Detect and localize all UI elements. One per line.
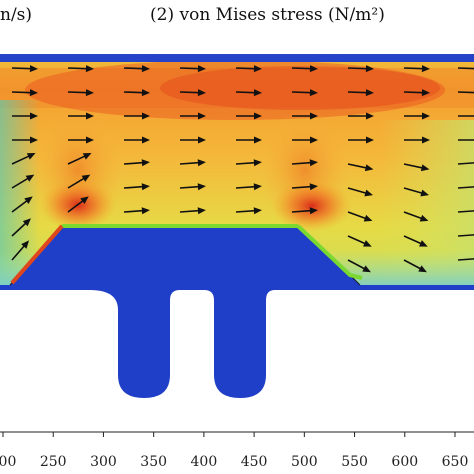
velocity-arrow-glyph xyxy=(124,136,150,144)
velocity-arrow-glyph xyxy=(292,112,318,120)
x-tick-label: 450 xyxy=(241,454,268,470)
velocity-arrow-glyph xyxy=(347,211,373,222)
velocity-arrow-glyph xyxy=(403,235,428,247)
velocity-arrow-glyph xyxy=(403,65,430,73)
velocity-arrow-glyph xyxy=(124,112,150,120)
velocity-arrow-glyph xyxy=(68,112,94,120)
velocity-arrow-glyph xyxy=(179,183,206,191)
velocity-arrow-glyph xyxy=(404,136,430,144)
velocity-arrow-glyph xyxy=(180,112,206,120)
x-tick-label: 250 xyxy=(40,454,67,470)
x-tick-label: 400 xyxy=(191,454,218,470)
velocity-arrow-glyph xyxy=(68,136,94,144)
velocity-arrow-glyph xyxy=(291,207,318,215)
velocity-arrow-glyph xyxy=(458,115,474,117)
velocity-arrow-glyph xyxy=(458,139,474,141)
figure-header: n/s) (2) von Mises stress (N/m²) xyxy=(0,0,474,38)
velocity-arrow-glyph xyxy=(123,159,150,167)
velocity-arrow-glyph xyxy=(347,89,374,97)
velocity-arrow-glyph xyxy=(11,89,38,97)
velocity-arrow-glyph xyxy=(292,136,318,144)
velocity-arrow-glyph xyxy=(179,89,206,97)
x-tick-label: 300 xyxy=(90,454,117,470)
velocity-arrow-glyph xyxy=(403,89,430,97)
velocity-arrow-glyph xyxy=(67,196,89,213)
velocity-arrow-glyph xyxy=(11,240,30,261)
velocity-arrow-glyph xyxy=(347,187,373,197)
velocity-arrow-glyph xyxy=(123,207,150,215)
top-wall xyxy=(0,54,474,62)
velocity-arrow-glyph xyxy=(123,65,150,73)
velocity-arrow-glyph xyxy=(236,112,262,120)
velocity-arrow-glyph xyxy=(235,159,262,167)
velocity-arrow-glyph xyxy=(457,67,474,70)
velocity-arrow-glyph xyxy=(457,233,474,237)
x-tick-label: 600 xyxy=(391,454,418,470)
velocity-arrow-glyph xyxy=(291,65,318,73)
velocity-arrow-glyph xyxy=(347,259,371,273)
x-tick-label: 500 xyxy=(291,454,318,470)
velocity-arrow-glyph xyxy=(67,153,92,165)
velocity-arrow-glyph xyxy=(11,196,33,213)
solid-body xyxy=(0,224,474,398)
velocity-arrow-glyph xyxy=(457,91,474,94)
velocity-arrow-glyph xyxy=(235,207,262,215)
velocity-arrow-glyph xyxy=(236,136,262,144)
velocity-arrow-glyph xyxy=(12,112,38,120)
velocity-arrow-glyph xyxy=(12,136,38,144)
velocity-arrow-glyph xyxy=(457,161,474,165)
figure-title: (2) von Mises stress (N/m²) xyxy=(150,5,385,25)
velocity-arrow-glyph xyxy=(457,257,474,261)
velocity-arrow-glyph xyxy=(457,209,474,213)
velocity-arrow-glyph xyxy=(347,235,372,247)
velocity-arrow-glyph xyxy=(235,65,262,73)
velocity-arrow-glyph xyxy=(291,183,318,191)
velocity-arrow-glyph xyxy=(179,207,206,215)
velocity-arrow-glyph xyxy=(403,163,430,172)
x-tick-label: 550 xyxy=(341,454,368,470)
velocity-arrow-glyph xyxy=(404,112,430,120)
velocity-arrow-glyph xyxy=(11,153,36,165)
velocity-arrow-glyph xyxy=(11,218,32,237)
velocity-arrow-glyph xyxy=(235,183,262,191)
velocity-arrow-glyph xyxy=(291,159,318,167)
velocity-arrows xyxy=(11,65,474,273)
velocity-arrow-glyph xyxy=(403,259,427,273)
x-tick-label: 650 xyxy=(442,454,469,470)
velocity-arrow-glyph xyxy=(348,112,374,120)
x-axis: 200 250 300 350 400 450 500 550 600 650 xyxy=(0,431,474,470)
header-unit-fragment: n/s) xyxy=(0,5,33,25)
velocity-arrow-glyph xyxy=(179,159,206,167)
velocity-arrow-glyph xyxy=(348,136,374,144)
velocity-arrow-glyph xyxy=(123,183,150,191)
velocity-arrow-glyph xyxy=(180,136,206,144)
velocity-arrow-glyph xyxy=(403,211,429,222)
velocity-arrow-glyph xyxy=(403,187,429,197)
velocity-arrow-glyph xyxy=(67,174,91,189)
velocity-arrow-glyph xyxy=(457,185,474,189)
velocity-arrow-glyph xyxy=(67,89,94,97)
velocity-arrow-glyph xyxy=(291,89,318,97)
x-tick-label: 200 xyxy=(0,454,16,470)
velocity-arrow-glyph xyxy=(179,65,206,73)
velocity-arrow-glyph xyxy=(123,89,150,97)
velocity-arrow-glyph xyxy=(347,65,374,73)
velocity-arrow-glyph xyxy=(11,174,35,189)
velocity-arrow-glyph xyxy=(235,89,262,97)
velocity-arrow-glyph xyxy=(11,65,38,73)
velocity-arrow-glyph xyxy=(67,65,94,73)
velocity-arrow-glyph xyxy=(347,163,374,172)
x-tick-label: 350 xyxy=(140,454,167,470)
